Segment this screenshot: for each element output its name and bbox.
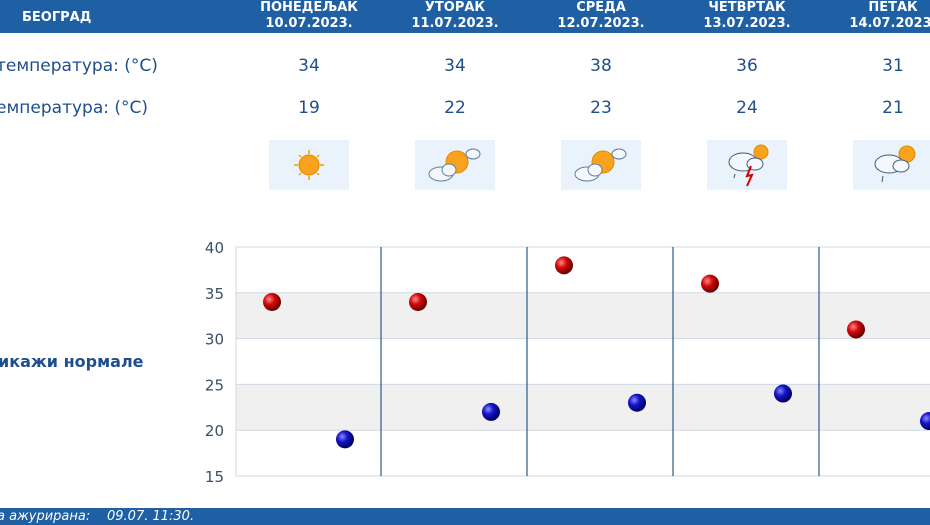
weather-label: : <box>0 158 2 178</box>
sunny-icon <box>269 140 349 190</box>
y-tick-label: 35 <box>205 285 224 303</box>
min-temp-value: 23 <box>590 98 612 118</box>
day-date: 14.07.2023. <box>849 16 930 31</box>
max-temp-value: 36 <box>736 56 758 76</box>
max-temp-value: 38 <box>590 56 612 76</box>
min-temp-point <box>482 402 500 421</box>
day-name: ЧЕТВРТАК <box>708 0 786 15</box>
partly-cloudy-icon <box>561 140 641 190</box>
day-header-tue: УТОРАК 11.07.2023. <box>385 0 525 32</box>
max-temp-value: 34 <box>298 56 320 76</box>
y-tick-label: 15 <box>205 468 224 486</box>
max-temp-label: температура: (°C) <box>0 56 158 76</box>
max-temp-point <box>555 256 573 275</box>
updated-label: а ажурирана: <box>0 509 91 524</box>
city-name: БЕОГРАД <box>22 10 92 25</box>
thunderstorm-icon <box>707 140 787 190</box>
day-name: ПЕТАК <box>868 0 918 15</box>
day-name: УТОРАК <box>424 0 486 15</box>
show-normals-link[interactable]: икажи нормале <box>0 352 144 371</box>
partly-cloudy-icon <box>415 140 495 190</box>
max-temp-point <box>409 292 427 311</box>
max-temp-point <box>701 274 719 293</box>
grid-band <box>236 292 930 339</box>
y-tick-label: 25 <box>205 376 224 394</box>
rain-shower-icon <box>853 140 930 190</box>
max-temp-point <box>263 292 281 311</box>
min-temp-point <box>920 412 930 431</box>
day-name: СРЕДА <box>576 0 626 15</box>
day-date: 10.07.2023. <box>265 16 353 31</box>
day-date: 11.07.2023. <box>411 16 499 31</box>
footer-bar: а ажурирана: 09.07. 11:30. <box>0 508 930 525</box>
min-temp-value: 24 <box>736 98 758 118</box>
day-header-thu: ЧЕТВРТАК 13.07.2023. <box>677 0 817 32</box>
max-temp-value: 34 <box>444 56 466 76</box>
min-temp-value: 21 <box>882 98 904 118</box>
day-header-fri: ПЕТАК 14.07.2023. <box>823 0 930 32</box>
max-temp-point <box>847 320 865 339</box>
min-temp-point <box>774 384 792 403</box>
min-temp-point <box>628 393 646 412</box>
day-header-wed: СРЕДА 12.07.2023. <box>531 0 671 32</box>
min-temp-point <box>336 430 354 449</box>
day-date: 12.07.2023. <box>557 16 645 31</box>
min-temp-label: емпература: (°C) <box>0 98 149 118</box>
day-date: 13.07.2023. <box>703 16 791 31</box>
min-temp-value: 19 <box>298 98 320 118</box>
temperature-chart: 15 20 25 30 35 40 <box>205 239 930 486</box>
y-tick-label: 40 <box>205 239 224 257</box>
min-temp-value: 22 <box>444 98 466 118</box>
updated-value: 09.07. 11:30. <box>107 509 195 524</box>
y-tick-label: 30 <box>205 331 224 349</box>
max-temp-value: 31 <box>882 56 904 76</box>
day-name: ПОНЕДЕЉАК <box>260 0 358 15</box>
y-tick-label: 20 <box>205 422 224 440</box>
day-header-mon: ПОНЕДЕЉАК 10.07.2023. <box>239 0 379 32</box>
grid-band <box>236 384 930 431</box>
header-bar: БЕОГРАД ПОНЕДЕЉАК 10.07.2023. УТОРАК 11.… <box>0 0 930 33</box>
